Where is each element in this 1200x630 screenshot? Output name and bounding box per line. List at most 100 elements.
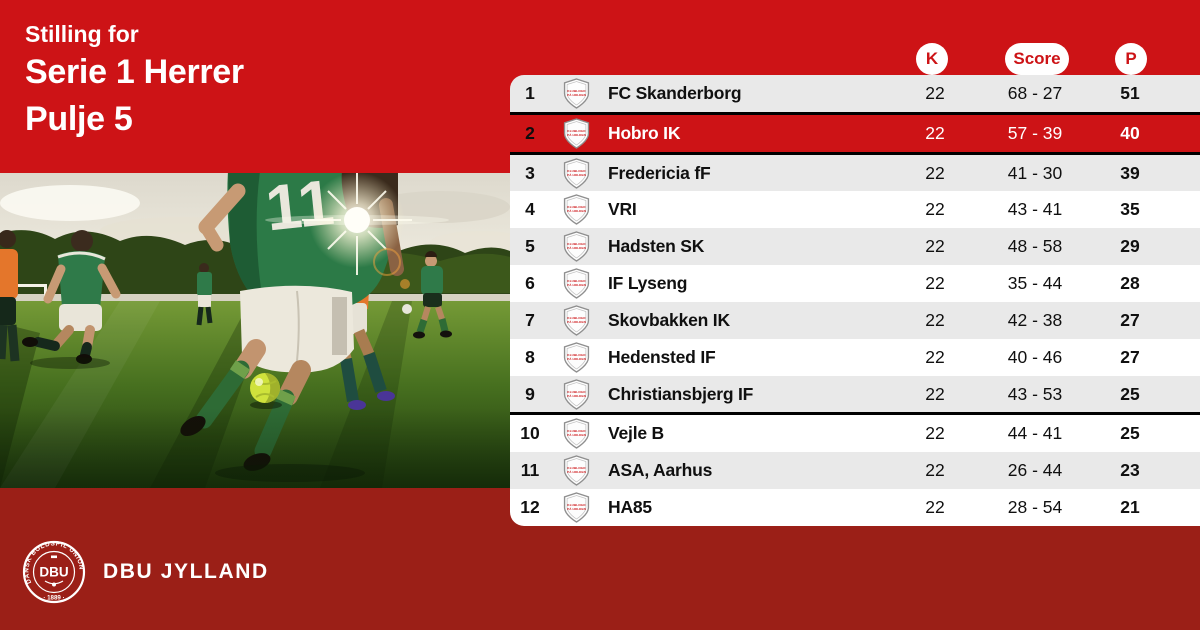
- score-cell: 43 - 41: [1007, 199, 1063, 220]
- matches-cell: 22: [925, 122, 945, 143]
- standings-row: 7 KLUBLOGO PÅ HOLDEN Skovbakken IK 22 42…: [510, 301, 1200, 339]
- svg-text:PÅ HOLDEN: PÅ HOLDEN: [567, 469, 586, 474]
- svg-text:PÅ HOLDEN: PÅ HOLDEN: [567, 172, 586, 177]
- rank-cell: 4: [525, 199, 535, 220]
- brand-name: DBU JYLLAND: [103, 560, 269, 583]
- left-player: [22, 230, 121, 369]
- seal-center-text: DBU: [39, 565, 68, 580]
- club-logo-cell: KLUBLOGO PÅ HOLDEN: [550, 193, 602, 226]
- club-logo-placeholder-icon: KLUBLOGO PÅ HOLDEN: [563, 157, 589, 189]
- svg-text:PÅ HOLDEN: PÅ HOLDEN: [567, 92, 586, 97]
- club-logo-placeholder-icon: KLUBLOGO PÅ HOLDEN: [563, 418, 589, 450]
- distant-player: [196, 263, 213, 326]
- score-cell: 40 - 46: [1007, 346, 1063, 367]
- standings-row: 2 KLUBLOGO PÅ HOLDEN Hobro IK 22 57 - 39…: [510, 111, 1200, 155]
- matches-cell: 22: [925, 82, 945, 103]
- far-left-player: [0, 230, 20, 362]
- team-name: Vejle B: [608, 423, 664, 444]
- svg-text:PÅ HOLDEN: PÅ HOLDEN: [567, 319, 586, 324]
- svg-text:PÅ HOLDEN: PÅ HOLDEN: [567, 432, 586, 437]
- club-logo-cell: KLUBLOGO PÅ HOLDEN: [550, 77, 602, 110]
- team-name: Hadsten SK: [608, 236, 705, 257]
- points-cell: 35: [1120, 199, 1140, 220]
- rank-cell: 1: [525, 82, 535, 103]
- points-cell: 39: [1120, 162, 1140, 183]
- team-name: Hedensted IF: [608, 346, 716, 367]
- rank-cell: 5: [525, 236, 535, 257]
- column-badge-score: Score: [1005, 43, 1069, 75]
- club-logo-cell: KLUBLOGO PÅ HOLDEN: [550, 157, 602, 190]
- matches-cell: 22: [925, 383, 945, 404]
- score-cell: 57 - 39: [1007, 122, 1063, 143]
- club-logo-placeholder-icon: KLUBLOGO PÅ HOLDEN: [563, 118, 589, 149]
- footer-brand: DANSK BOLDSPIL UNION · 1889 · DBU DBU JY…: [22, 540, 269, 604]
- standings-row: 5 KLUBLOGO PÅ HOLDEN Hadsten SK 22 48 - …: [510, 228, 1200, 266]
- matches-cell: 22: [925, 199, 945, 220]
- standings-row: 8 KLUBLOGO PÅ HOLDEN Hedensted IF 22 40 …: [510, 338, 1200, 376]
- club-logo-placeholder-icon: KLUBLOGO PÅ HOLDEN: [563, 231, 589, 263]
- svg-text:KLUBLOGO: KLUBLOGO: [567, 279, 586, 283]
- matches-cell: 22: [925, 346, 945, 367]
- rank-cell: 11: [520, 460, 540, 481]
- svg-text:PÅ HOLDEN: PÅ HOLDEN: [567, 208, 586, 213]
- svg-text:KLUBLOGO: KLUBLOGO: [567, 466, 586, 470]
- rank-cell: 6: [525, 273, 535, 294]
- standings-row: 10 KLUBLOGO PÅ HOLDEN Vejle B 22 44 - 41…: [510, 412, 1200, 453]
- score-cell: 48 - 58: [1007, 236, 1063, 257]
- svg-text:PÅ HOLDEN: PÅ HOLDEN: [567, 132, 586, 137]
- points-cell: 25: [1120, 383, 1140, 404]
- club-logo-placeholder-icon: KLUBLOGO PÅ HOLDEN: [563, 492, 589, 523]
- club-logo-placeholder-icon: KLUBLOGO PÅ HOLDEN: [563, 305, 589, 336]
- points-cell: 21: [1120, 497, 1140, 518]
- points-cell: 28: [1120, 273, 1140, 294]
- club-logo-cell: KLUBLOGO PÅ HOLDEN: [550, 491, 602, 524]
- score-cell: 28 - 54: [1007, 497, 1063, 518]
- team-name: FC Skanderborg: [608, 82, 742, 103]
- club-logo-cell: KLUBLOGO PÅ HOLDEN: [550, 454, 602, 487]
- club-logo-placeholder-icon: KLUBLOGO PÅ HOLDEN: [563, 341, 589, 373]
- svg-text:PÅ HOLDEN: PÅ HOLDEN: [567, 282, 586, 287]
- club-logo-placeholder-icon: KLUBLOGO PÅ HOLDEN: [563, 194, 589, 226]
- points-cell: 51: [1120, 82, 1140, 103]
- svg-text:KLUBLOGO: KLUBLOGO: [567, 352, 586, 356]
- standings-row: 6 KLUBLOGO PÅ HOLDEN IF Lyseng 22 35 - 4…: [510, 265, 1200, 302]
- rank-cell: 3: [525, 162, 535, 183]
- matches-cell: 22: [925, 236, 945, 257]
- club-logo-cell: KLUBLOGO PÅ HOLDEN: [550, 267, 602, 300]
- rank-cell: 9: [525, 383, 535, 404]
- club-logo-cell: KLUBLOGO PÅ HOLDEN: [550, 341, 602, 374]
- club-logo-placeholder-icon: KLUBLOGO PÅ HOLDEN: [563, 455, 589, 486]
- team-name: VRI: [608, 199, 637, 220]
- team-name: ASA, Aarhus: [608, 460, 713, 481]
- svg-text:KLUBLOGO: KLUBLOGO: [567, 503, 586, 507]
- svg-text:KLUBLOGO: KLUBLOGO: [567, 429, 586, 433]
- svg-text:KLUBLOGO: KLUBLOGO: [567, 89, 586, 93]
- svg-text:PÅ HOLDEN: PÅ HOLDEN: [567, 356, 586, 361]
- team-name: Skovbakken IK: [608, 309, 730, 330]
- seal-year: · 1889 ·: [43, 595, 64, 602]
- score-cell: 35 - 44: [1007, 273, 1063, 294]
- standings-row: 3 KLUBLOGO PÅ HOLDEN Fredericia fF 22 41…: [510, 154, 1200, 192]
- match-photo-illustration: 11: [0, 173, 510, 488]
- points-cell: 27: [1120, 309, 1140, 330]
- football: [250, 373, 282, 409]
- points-cell: 23: [1120, 460, 1140, 481]
- svg-text:KLUBLOGO: KLUBLOGO: [567, 168, 586, 172]
- sun-flare: [265, 173, 449, 289]
- matches-cell: 22: [925, 273, 945, 294]
- standings-row: 1 KLUBLOGO PÅ HOLDEN FC Skanderborg 22 6…: [510, 75, 1200, 112]
- svg-text:KLUBLOGO: KLUBLOGO: [567, 205, 586, 209]
- standings-row: 12 KLUBLOGO PÅ HOLDEN HA85 22 28 - 54 21: [510, 489, 1200, 526]
- headline-pool: Pulje 5: [25, 100, 133, 138]
- matches-cell: 22: [925, 162, 945, 183]
- rank-cell: 2: [525, 122, 535, 143]
- matches-cell: 22: [925, 423, 945, 444]
- score-cell: 42 - 38: [1007, 309, 1063, 330]
- club-logo-cell: KLUBLOGO PÅ HOLDEN: [550, 417, 602, 450]
- club-logo-placeholder-icon: KLUBLOGO PÅ HOLDEN: [563, 78, 589, 109]
- team-name: Hobro IK: [608, 122, 681, 143]
- rank-cell: 10: [520, 423, 540, 444]
- points-cell: 40: [1120, 122, 1140, 143]
- score-cell: 43 - 53: [1007, 383, 1063, 404]
